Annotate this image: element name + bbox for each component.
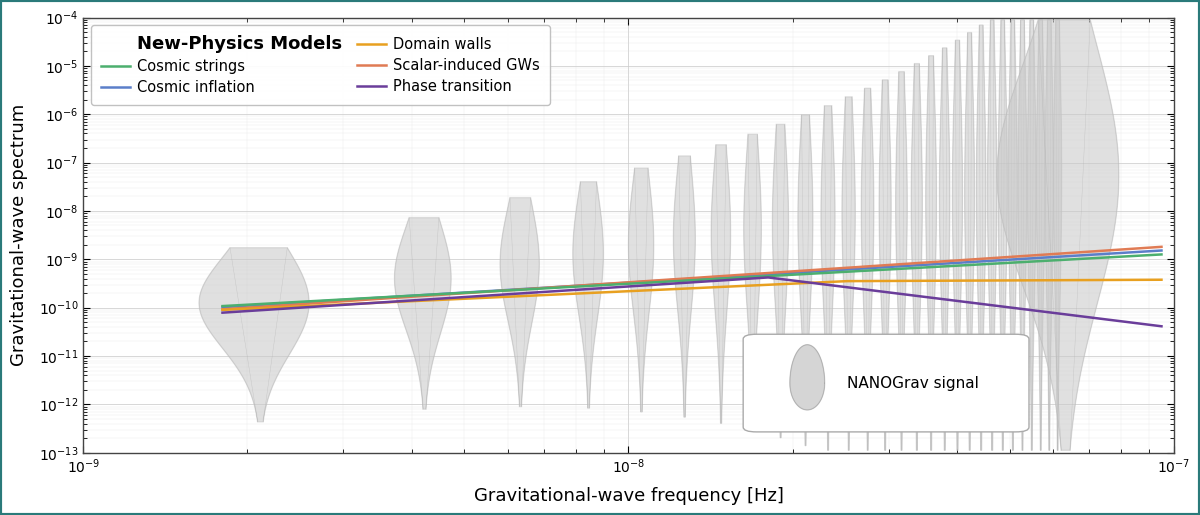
Polygon shape bbox=[926, 56, 936, 450]
Polygon shape bbox=[880, 80, 892, 450]
X-axis label: Gravitational-wave frequency [Hz]: Gravitational-wave frequency [Hz] bbox=[474, 487, 784, 505]
Y-axis label: Gravitational-wave spectrum: Gravitational-wave spectrum bbox=[10, 104, 28, 366]
Polygon shape bbox=[1018, 20, 1027, 450]
Polygon shape bbox=[773, 125, 788, 438]
Polygon shape bbox=[998, 20, 1007, 450]
Legend: New-Physics Models, Cosmic strings, Cosmic inflation, Domain walls, Scalar-induc: New-Physics Models, Cosmic strings, Cosm… bbox=[90, 25, 551, 105]
Polygon shape bbox=[895, 72, 907, 450]
Polygon shape bbox=[199, 248, 310, 422]
Polygon shape bbox=[821, 106, 835, 450]
Polygon shape bbox=[712, 145, 731, 423]
Polygon shape bbox=[673, 156, 695, 417]
Polygon shape bbox=[1008, 20, 1018, 450]
Polygon shape bbox=[1054, 20, 1062, 450]
Polygon shape bbox=[842, 97, 856, 450]
Polygon shape bbox=[862, 88, 874, 450]
Polygon shape bbox=[977, 25, 986, 450]
Polygon shape bbox=[997, 20, 1118, 450]
Polygon shape bbox=[798, 115, 812, 445]
Polygon shape bbox=[629, 168, 654, 412]
Polygon shape bbox=[940, 48, 949, 450]
Polygon shape bbox=[744, 134, 761, 430]
Polygon shape bbox=[572, 182, 604, 408]
Polygon shape bbox=[911, 64, 923, 450]
Polygon shape bbox=[1037, 20, 1045, 450]
Polygon shape bbox=[500, 198, 539, 406]
Polygon shape bbox=[1045, 20, 1054, 450]
Polygon shape bbox=[953, 40, 962, 450]
Polygon shape bbox=[988, 20, 997, 450]
Polygon shape bbox=[965, 32, 974, 450]
Polygon shape bbox=[1027, 20, 1036, 450]
Polygon shape bbox=[395, 218, 451, 409]
